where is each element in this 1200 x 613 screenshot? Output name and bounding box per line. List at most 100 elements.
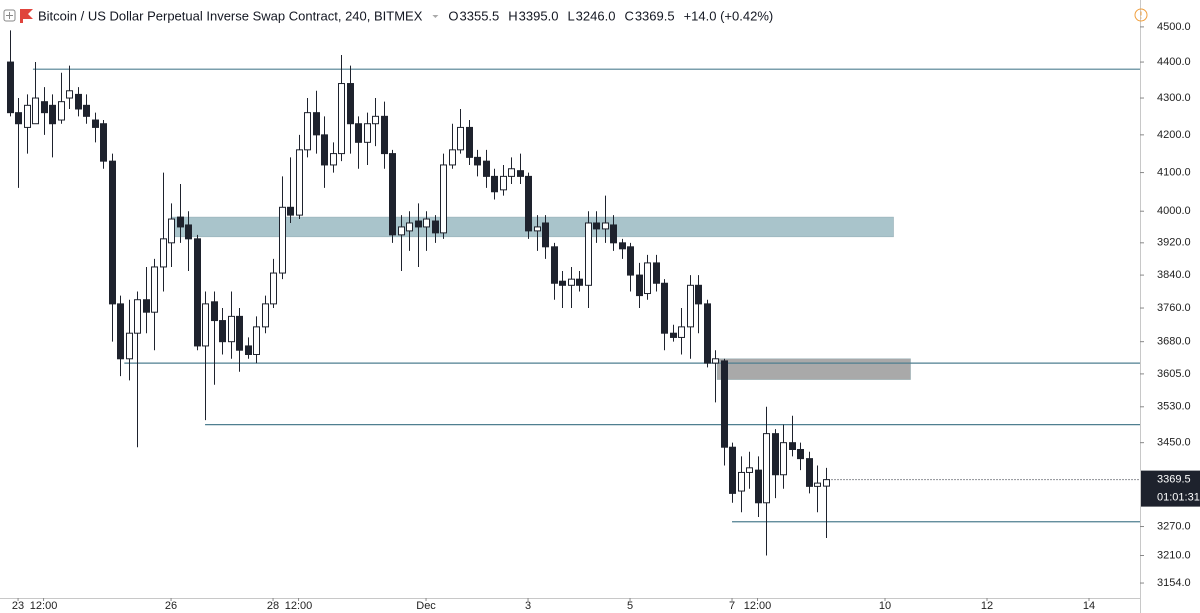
candle-body bbox=[500, 175, 507, 191]
x-tick-label: 12:00 bbox=[30, 600, 58, 612]
expand-icon-plus bbox=[6, 12, 13, 19]
candle-body bbox=[372, 115, 379, 125]
candle-body bbox=[177, 216, 184, 228]
candle-body bbox=[797, 448, 804, 460]
candle-body bbox=[585, 222, 592, 286]
candle-body bbox=[559, 280, 566, 286]
candle-body bbox=[823, 479, 830, 487]
ohlc-value: 3395.0 bbox=[519, 8, 559, 23]
y-tick-label: 4500.0 bbox=[1157, 21, 1191, 33]
candle-body bbox=[746, 467, 753, 473]
candle-body bbox=[338, 83, 345, 155]
y-tick-label: 3270.0 bbox=[1157, 520, 1191, 532]
candle-body bbox=[636, 274, 643, 297]
candle-body bbox=[211, 301, 218, 322]
candle-body bbox=[228, 315, 235, 343]
candle-body bbox=[814, 482, 821, 487]
expand-icon[interactable] bbox=[3, 9, 16, 22]
flag-icon[interactable] bbox=[23, 9, 33, 19]
x-tick-label: 12:00 bbox=[744, 600, 772, 612]
candle-body bbox=[347, 83, 354, 125]
plot-area bbox=[7, 30, 1140, 556]
y-tick-label: 3680.0 bbox=[1157, 336, 1191, 348]
candle-body bbox=[126, 332, 133, 360]
y-tick-label: 3920.0 bbox=[1157, 237, 1191, 249]
candle-body bbox=[66, 90, 73, 99]
candle-body bbox=[134, 299, 141, 334]
candle-body bbox=[313, 112, 320, 136]
candle-body bbox=[576, 278, 583, 286]
candle-body bbox=[330, 153, 337, 166]
warning-icon[interactable] bbox=[1134, 8, 1148, 22]
candle-body bbox=[321, 134, 328, 166]
y-tick-label: 3530.0 bbox=[1157, 401, 1191, 413]
candle-body bbox=[755, 469, 762, 504]
candle-body bbox=[253, 326, 260, 355]
candle-body bbox=[440, 164, 447, 234]
candle-body bbox=[202, 303, 209, 347]
last-price-label: 3369.5 bbox=[1157, 474, 1191, 486]
candle-body bbox=[568, 278, 575, 286]
candle-body bbox=[763, 433, 770, 504]
candle-body bbox=[457, 126, 464, 151]
dropdown-arrow bbox=[432, 15, 439, 18]
x-tick-label: 14 bbox=[1083, 600, 1095, 612]
candle-body bbox=[296, 149, 303, 216]
candle-body bbox=[245, 345, 252, 355]
candle-body bbox=[602, 222, 609, 230]
x-tick-label: Dec bbox=[416, 600, 436, 612]
candle-body bbox=[151, 266, 158, 313]
x-tick-label: 26 bbox=[165, 600, 177, 612]
candle-body bbox=[661, 282, 668, 334]
candle-body bbox=[644, 262, 651, 295]
last-price-bg bbox=[1141, 470, 1200, 507]
x-tick-label: 10 bbox=[879, 600, 891, 612]
candle-body bbox=[364, 123, 371, 143]
candle-body bbox=[729, 446, 736, 494]
candle-body bbox=[75, 93, 82, 110]
candle-body bbox=[185, 224, 192, 240]
candle-body bbox=[83, 104, 90, 117]
candle-body bbox=[551, 246, 558, 284]
candle-body bbox=[58, 101, 65, 121]
candle-body bbox=[678, 326, 685, 338]
candle-body bbox=[355, 123, 362, 143]
candle-body bbox=[160, 238, 167, 268]
candle-body bbox=[279, 206, 286, 274]
y-tick-label: 3210.0 bbox=[1157, 549, 1191, 561]
y-tick-label: 3760.0 bbox=[1157, 302, 1191, 314]
x-tick-label: 5 bbox=[627, 600, 633, 612]
countdown-label: 01:01:31 bbox=[1157, 492, 1200, 504]
candle-body bbox=[712, 358, 719, 364]
ohlc-value: 3369.5 bbox=[635, 8, 675, 23]
candle-body bbox=[109, 160, 116, 305]
candle-body bbox=[432, 220, 439, 234]
y-tick-label: 4000.0 bbox=[1157, 205, 1191, 217]
candle-body bbox=[381, 115, 388, 155]
candle-body bbox=[92, 119, 99, 128]
y-tick-label: 3605.0 bbox=[1157, 368, 1191, 380]
candle-body bbox=[721, 360, 728, 448]
candle-body bbox=[15, 112, 22, 125]
y-tick-label: 4200.0 bbox=[1157, 129, 1191, 141]
candle-body bbox=[704, 303, 711, 364]
candle-body bbox=[287, 206, 294, 216]
x-tick-label: 12 bbox=[981, 600, 993, 612]
candle-body bbox=[389, 153, 396, 236]
ohlc-key: C bbox=[624, 8, 633, 23]
y-tick-label: 4100.0 bbox=[1157, 166, 1191, 178]
candle-body bbox=[49, 104, 56, 125]
y-tick-label: 3154.0 bbox=[1157, 577, 1191, 589]
candle-body bbox=[219, 320, 226, 343]
candle-body bbox=[406, 222, 413, 232]
candle-body bbox=[670, 332, 677, 338]
candle-body bbox=[695, 284, 702, 305]
x-tick-label: 7 bbox=[729, 600, 735, 612]
candle-body bbox=[738, 471, 745, 492]
candle-body bbox=[474, 156, 481, 166]
candle-body bbox=[304, 112, 311, 151]
candle-body bbox=[534, 226, 541, 232]
candle-body bbox=[780, 442, 787, 476]
